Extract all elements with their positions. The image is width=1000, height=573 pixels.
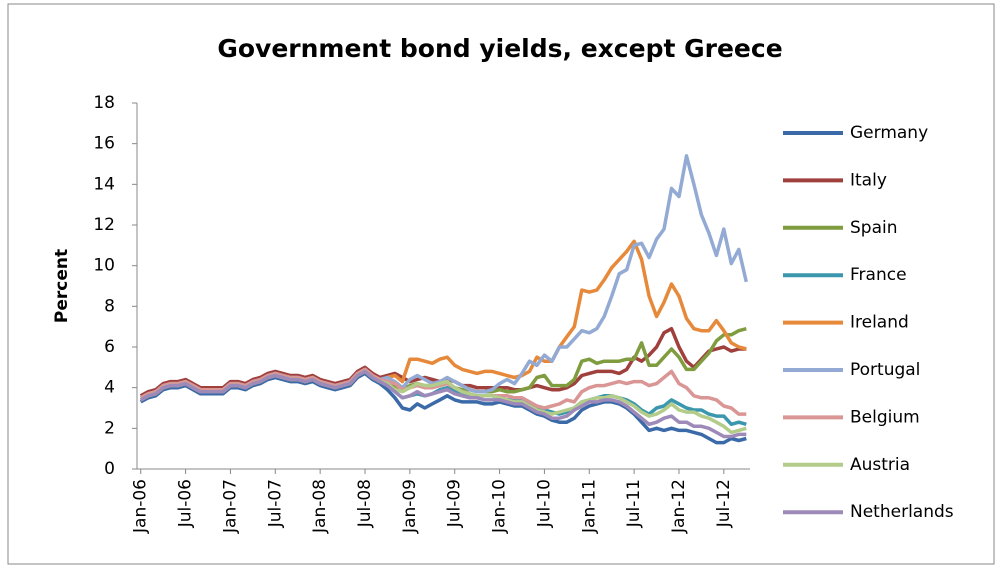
legend-label: Netherlands <box>850 502 954 522</box>
legend-label: Austria <box>850 455 910 475</box>
x-tick-label: Jan-10 <box>490 479 510 534</box>
x-tick-label: Jan-07 <box>220 479 240 534</box>
legend-label: Ireland <box>850 313 909 333</box>
x-tick-label: Jul-07 <box>265 479 285 528</box>
y-tick-label: 18 <box>93 93 115 113</box>
y-tick-label: 16 <box>93 134 115 154</box>
chart-title: Government bond yields, except Greece <box>217 34 782 63</box>
y-tick-label: 2 <box>104 418 115 438</box>
x-tick-label: Jul-09 <box>445 479 465 528</box>
x-tick-label: Jul-12 <box>714 479 734 528</box>
x-tick-label: Jul-06 <box>176 479 196 528</box>
chart-frame <box>7 3 995 565</box>
y-tick-label: 8 <box>104 296 115 316</box>
x-tick-label: Jan-11 <box>579 479 599 534</box>
x-tick-label: Jul-11 <box>624 479 644 528</box>
y-tick-label: 14 <box>93 174 115 194</box>
legend-label: France <box>850 265 907 285</box>
series-line <box>139 371 747 445</box>
legend-label: Portugal <box>850 360 920 380</box>
x-tick-label: Jan-12 <box>669 479 689 534</box>
legend-label: Belgium <box>850 407 920 427</box>
x-tick-label: Jan-08 <box>310 479 330 534</box>
legend-label: Germany <box>850 123 928 143</box>
x-tick-label: Jul-10 <box>534 479 554 528</box>
y-axis-label: Percent <box>52 249 72 323</box>
legend-label: Italy <box>850 170 887 190</box>
y-tick-label: 10 <box>93 256 115 276</box>
x-tick-label: Jan-06 <box>131 479 151 534</box>
y-tick-label: 4 <box>104 378 115 398</box>
y-tick-label: 6 <box>104 337 115 357</box>
series-line <box>139 367 747 416</box>
y-tick-label: 12 <box>93 215 115 235</box>
series-line <box>139 369 747 439</box>
x-tick-label: Jul-08 <box>355 479 375 528</box>
y-tick-label: 0 <box>104 459 115 479</box>
legend-label: Spain <box>850 218 898 238</box>
x-tick-label: Jan-09 <box>400 479 420 534</box>
